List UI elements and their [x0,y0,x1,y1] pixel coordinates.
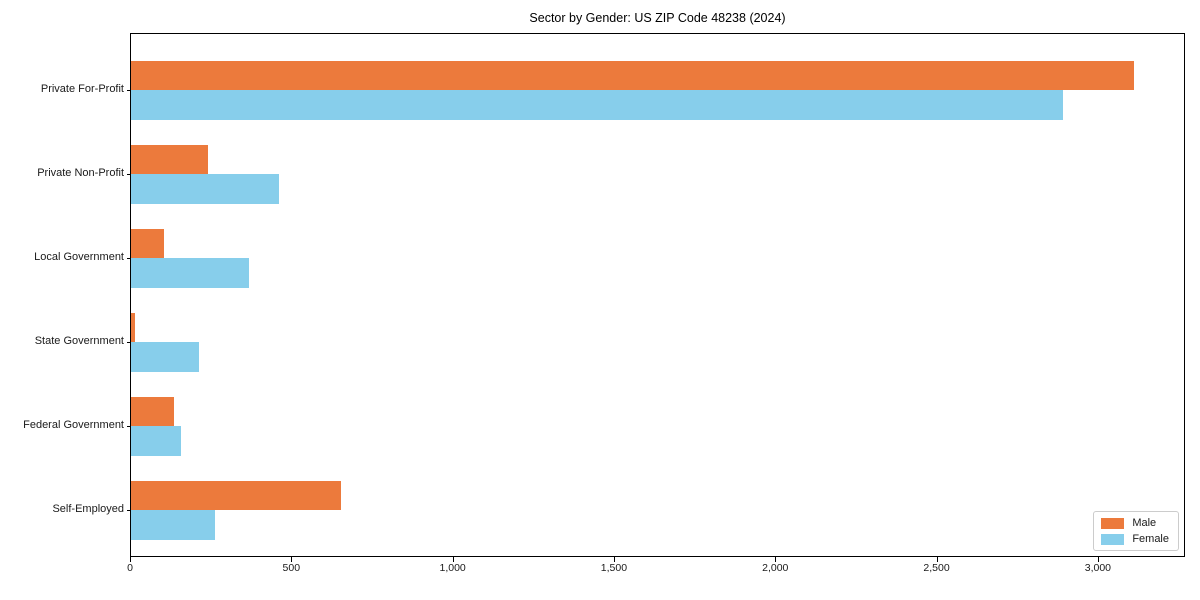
legend: Male Female [1093,511,1179,551]
y-axis-tick [127,257,131,259]
bar-male-self-employed [131,480,341,510]
y-axis-labels: Private For-Profit Private Non-Profit Loca… [0,33,124,557]
y-axis-label-local-government: Local Government [34,251,124,263]
chart-title: Sector by Gender: US ZIP Code 48238 (202… [529,11,786,25]
x-axis-tick [291,557,293,562]
x-axis-tick-label-1500: 1,500 [600,562,628,574]
legend-swatch-male [1101,517,1125,529]
legend-item-female: Female [1101,533,1169,545]
bar-male-local-government [131,228,165,258]
plot-area: Male Female [127,33,1185,557]
legend-swatch-female [1101,533,1125,545]
y-axis-tick [127,509,131,511]
x-axis-tick-label-500: 500 [282,562,301,574]
bar-female-private-for-profit [131,90,1064,120]
y-axis-label-private-for-profit: Private For-Profit [40,83,124,95]
y-axis-label-federal-government: Federal Government [23,419,124,431]
x-axis-tick-label-2000: 2,000 [762,562,789,574]
y-axis-tick [127,173,131,175]
bar-female-self-employed [131,510,215,540]
y-axis-tick [127,425,131,427]
y-axis-label-private-non-profit: Private Non-Profit [37,167,124,179]
bar-female-local-government [131,258,249,288]
x-axis-tick-label-2500: 2,500 [923,562,950,574]
bar-female-federal-government [131,426,181,456]
x-axis-tick [452,557,454,562]
x-axis-tick [1097,557,1099,562]
legend-item-male: Male [1101,517,1169,529]
y-axis-label-state-government: State Government [34,335,124,347]
x-axis-tick-label-0: 0 [127,562,133,574]
bar-female-state-government [131,342,199,372]
x-axis-tick [936,557,938,562]
bar-male-state-government [131,312,135,342]
x-axis-tick [130,557,131,562]
x-axis-tick [613,557,615,562]
y-axis-tick [127,89,131,91]
bar-male-private-for-profit [131,60,1135,90]
legend-label-female: Female [1132,533,1169,545]
bar-male-federal-government [131,396,175,426]
y-axis-tick [127,341,131,343]
bar-male-private-non-profit [131,144,209,174]
y-axis-label-self-employed: Self-Employed [52,503,124,515]
x-axis-tick-label-3000: 3,000 [1084,562,1112,574]
x-axis-tick-label-1000: 1,000 [439,562,466,574]
x-axis-tick [775,557,777,562]
bar-female-private-non-profit [131,174,280,204]
legend-label-male: Male [1132,517,1157,529]
